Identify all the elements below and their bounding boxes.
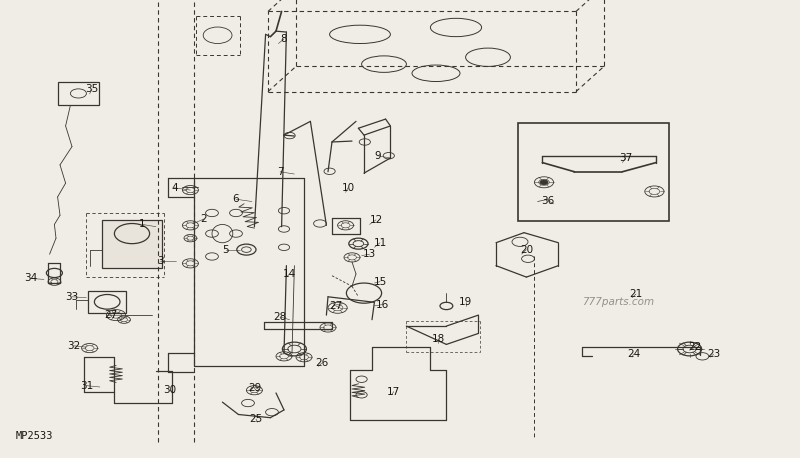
- Text: 3: 3: [157, 256, 163, 266]
- Text: 25: 25: [250, 414, 262, 424]
- Text: 6: 6: [233, 194, 239, 204]
- Text: 37: 37: [619, 153, 632, 163]
- Text: 7: 7: [277, 167, 283, 177]
- Text: 28: 28: [274, 312, 286, 322]
- Text: 34: 34: [24, 273, 37, 284]
- Circle shape: [540, 180, 548, 185]
- Text: 1: 1: [139, 219, 146, 229]
- Text: 26: 26: [315, 358, 328, 368]
- Text: 35: 35: [86, 84, 98, 94]
- Text: 16: 16: [376, 300, 389, 310]
- Text: 13: 13: [363, 249, 376, 259]
- Text: 14: 14: [283, 269, 296, 279]
- Text: 31: 31: [80, 381, 93, 391]
- Bar: [102, 220, 162, 268]
- Text: 11: 11: [374, 238, 386, 248]
- Text: 2: 2: [201, 214, 207, 224]
- Text: 22: 22: [688, 342, 701, 352]
- Text: 30: 30: [163, 385, 176, 395]
- Text: 9: 9: [374, 151, 381, 161]
- Text: MP2533: MP2533: [16, 431, 54, 441]
- Bar: [88, 291, 126, 313]
- Text: 12: 12: [370, 215, 382, 225]
- Text: 27: 27: [104, 310, 117, 320]
- Text: 21: 21: [630, 289, 642, 299]
- Text: 32: 32: [67, 341, 80, 351]
- Text: 29: 29: [248, 383, 261, 393]
- Text: 20: 20: [520, 245, 533, 255]
- Text: 8: 8: [281, 34, 287, 44]
- Text: 19: 19: [459, 297, 472, 307]
- Text: 36: 36: [542, 196, 554, 206]
- Text: 4: 4: [171, 183, 178, 193]
- Text: 27: 27: [330, 301, 342, 311]
- Text: 10: 10: [342, 183, 354, 193]
- Text: 17: 17: [387, 387, 400, 397]
- Text: 15: 15: [374, 277, 386, 287]
- Text: 777parts.com: 777parts.com: [582, 297, 654, 307]
- Text: 33: 33: [66, 292, 78, 302]
- Bar: [58, 82, 99, 105]
- Text: 5: 5: [222, 245, 229, 255]
- Bar: [518, 123, 669, 221]
- Text: 18: 18: [432, 334, 445, 344]
- Text: 23: 23: [707, 349, 720, 359]
- Text: 24: 24: [627, 349, 640, 359]
